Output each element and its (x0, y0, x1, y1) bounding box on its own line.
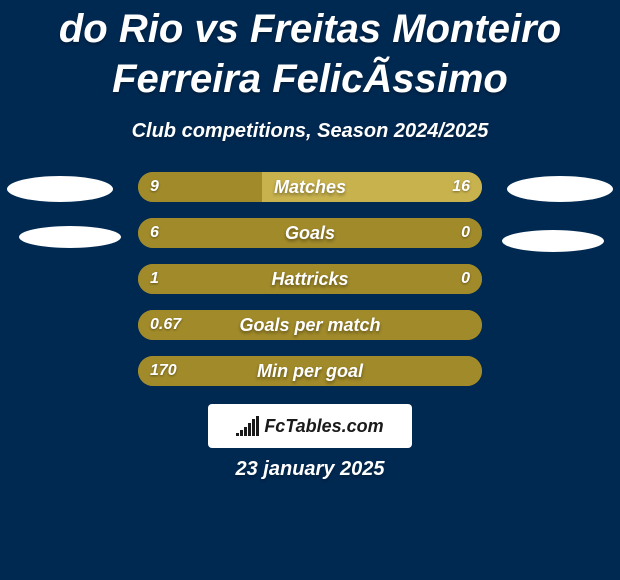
stat-row: 170Min per goal (0, 356, 620, 386)
stat-value-left: 1 (150, 264, 159, 294)
stat-row: 60Goals (0, 218, 620, 248)
page-subtitle: Club competitions, Season 2024/2025 (0, 120, 620, 143)
stat-fill-left (138, 310, 482, 340)
stat-value-left: 170 (150, 356, 177, 386)
stat-track (138, 172, 482, 202)
page-root: do Rio vs Freitas Monteiro Ferreira Feli… (0, 0, 620, 580)
logo-bar (244, 427, 247, 436)
page-title: do Rio vs Freitas Monteiro Ferreira Feli… (0, 0, 620, 104)
bar-chart-icon (236, 416, 260, 436)
stat-rows: 916Matches60Goals10Hattricks0.67Goals pe… (0, 172, 620, 402)
fctables-logo: FcTables.com (208, 404, 412, 448)
stat-fill-right (262, 172, 482, 202)
stat-row: 0.67Goals per match (0, 310, 620, 340)
logo-bar (240, 430, 243, 436)
stat-value-left: 6 (150, 218, 159, 248)
stat-value-right: 0 (461, 218, 470, 248)
logo-text: FcTables.com (264, 416, 383, 437)
stat-value-left: 0.67 (150, 310, 181, 340)
stat-value-right: 16 (452, 172, 470, 202)
stat-value-right: 0 (461, 264, 470, 294)
logo-bar (236, 433, 239, 436)
footer-date: 23 january 2025 (0, 458, 620, 481)
stat-fill-left (138, 218, 482, 248)
stat-track (138, 310, 482, 340)
stat-track (138, 356, 482, 386)
stat-track (138, 264, 482, 294)
stat-track (138, 218, 482, 248)
stat-fill-left (138, 356, 482, 386)
stat-row: 916Matches (0, 172, 620, 202)
stat-value-left: 9 (150, 172, 159, 202)
logo-bar (256, 416, 259, 436)
stat-row: 10Hattricks (0, 264, 620, 294)
stat-fill-left (138, 264, 482, 294)
logo-bar (252, 419, 255, 436)
logo-bar (248, 423, 251, 436)
